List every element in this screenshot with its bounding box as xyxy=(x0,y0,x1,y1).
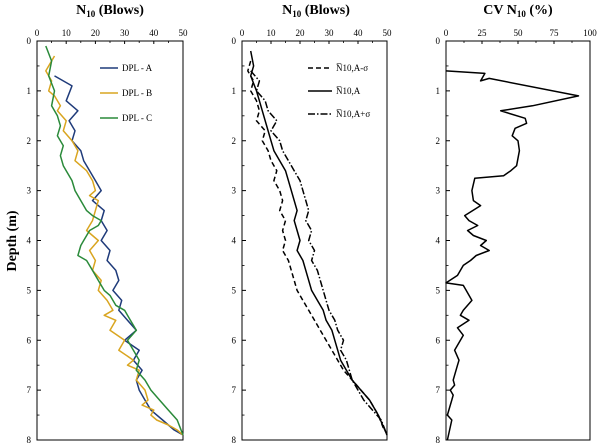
y-tick-label: 3 xyxy=(232,186,237,196)
panel-1-frame xyxy=(36,40,184,441)
x-tick-label: 50 xyxy=(383,28,393,38)
y-tick-label: 0 xyxy=(232,36,237,46)
y-tick-label: 2 xyxy=(232,136,237,146)
y-tick-label: 4 xyxy=(436,236,441,246)
series-line-1 xyxy=(247,60,385,431)
y-tick-label: 7 xyxy=(232,385,237,395)
y-tick-label: 1 xyxy=(27,86,32,96)
legend-label-2: N̅10,A xyxy=(336,86,361,96)
x-tick-label: 40 xyxy=(354,28,364,38)
series-line-3 xyxy=(45,45,184,436)
series-line-1 xyxy=(445,70,580,441)
y-tick-label: 1 xyxy=(436,86,441,96)
x-tick-label: 20 xyxy=(296,28,306,38)
x-tick-label: 30 xyxy=(325,28,335,38)
y-tick-label: 0 xyxy=(27,36,32,46)
legend-label-1: N̅10,A-σ xyxy=(336,63,368,73)
y-tick-label: 6 xyxy=(232,335,237,345)
y-tick-label: 0 xyxy=(436,36,441,46)
x-tick-label: 25 xyxy=(478,28,488,38)
series-line-2 xyxy=(45,55,184,436)
x-tick-label: 20 xyxy=(91,28,101,38)
x-tick-label: 75 xyxy=(550,28,560,38)
y-tick-label: 2 xyxy=(27,136,32,146)
y-tick-label: 1 xyxy=(232,86,237,96)
series-line-1 xyxy=(54,75,184,436)
x-tick-label: 50 xyxy=(514,28,524,38)
y-tick-label: 5 xyxy=(27,285,32,295)
legend-label-3: DPL - C xyxy=(122,113,152,123)
y-tick-label: 7 xyxy=(27,385,32,395)
y-tick-label: 5 xyxy=(232,285,237,295)
series-line-2 xyxy=(249,50,388,436)
panel-3-title: CV N10 (%) xyxy=(483,3,553,19)
y-tick-label: 2 xyxy=(436,136,441,146)
panel-1-title: N10 (Blows) xyxy=(76,3,144,19)
chart-panel-3: CV N10 (%) 0 25 50 75 100 0 1 2 3 4 5 6 7 8 xyxy=(436,3,598,445)
y-tick-label: 4 xyxy=(232,236,237,246)
x-tick-label: 0 xyxy=(240,28,245,38)
legend-label-2: DPL - B xyxy=(122,88,152,98)
y-tick-label: 8 xyxy=(27,435,32,445)
x-tick-label: 100 xyxy=(583,28,597,38)
y-tick-label: 4 xyxy=(27,236,32,246)
x-tick-label: 0 xyxy=(35,28,40,38)
x-tick-label: 30 xyxy=(120,28,130,38)
legend-label-1: DPL - A xyxy=(122,63,153,73)
y-tick-label: 7 xyxy=(436,385,441,395)
y-tick-label: 8 xyxy=(232,435,237,445)
series-line-3 xyxy=(250,70,388,436)
panel-2-title: N10 (Blows) xyxy=(282,3,350,19)
panel-2-frame xyxy=(241,40,388,441)
x-tick-label: 50 xyxy=(179,28,189,38)
chart-panel-1: N10 (Blows) Depth (m) 0 10 20 30 40 50 0 1 2 3 4 5 6… xyxy=(5,3,188,445)
y-axis-label: Depth (m) xyxy=(5,210,20,271)
legend-panel-1: DPL - A DPL - B DPL - C xyxy=(100,63,153,123)
panel-3-frame xyxy=(445,40,591,441)
x-tick-label: 10 xyxy=(62,28,72,38)
y-tick-label: 3 xyxy=(27,186,32,196)
chart-panel-2: N10 (Blows) 0 10 20 30 40 50 0 1 2 3 4 5 6 7 8 N̅10,A-… xyxy=(232,3,393,445)
x-tick-label: 10 xyxy=(267,28,277,38)
x-tick-label: 0 xyxy=(444,28,449,38)
legend-panel-2: N̅10,A-σ N̅10,A N̅10,A+σ xyxy=(308,63,370,119)
y-tick-label: 6 xyxy=(436,335,441,345)
legend-label-3: N̅10,A+σ xyxy=(336,109,370,119)
y-tick-label: 3 xyxy=(436,186,441,196)
y-tick-label: 5 xyxy=(436,285,441,295)
y-tick-label: 6 xyxy=(27,335,32,345)
y-tick-label: 8 xyxy=(436,435,441,445)
x-tick-label: 40 xyxy=(149,28,159,38)
